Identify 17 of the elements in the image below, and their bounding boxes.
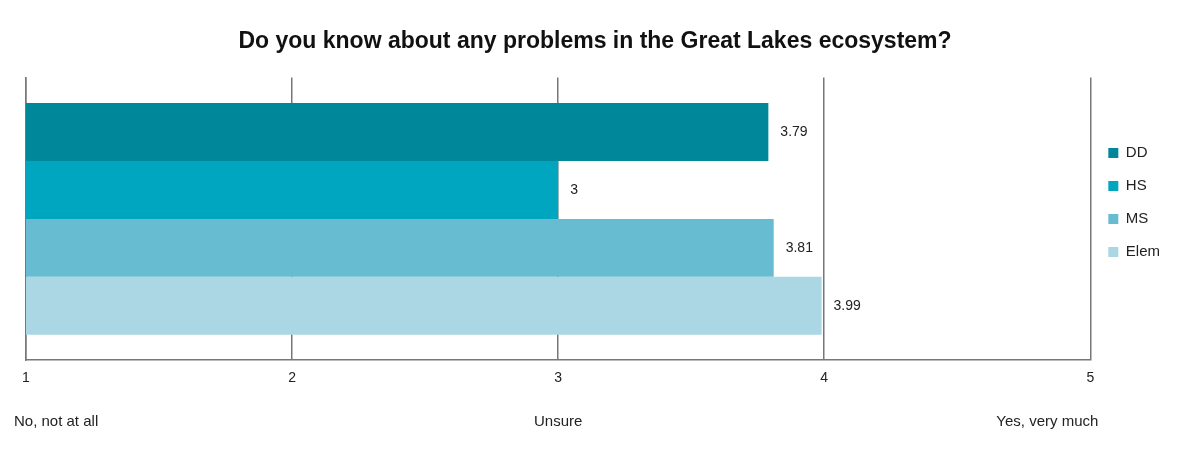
legend-label: MS (1125, 209, 1149, 227)
x-tick-label: 4 (820, 369, 829, 386)
data-label: 3.79 (780, 122, 808, 139)
text: No, not at all (14, 412, 99, 430)
chart-title: Do you know about any problems in the Great Lakes ecosystem? (238, 27, 952, 54)
legend-label: DD (1125, 143, 1148, 161)
legend-label: HS (1125, 176, 1147, 194)
text: Unsure (533, 412, 583, 430)
x-tick-label: 1 (22, 369, 31, 386)
x-tick-label: 5 (1086, 369, 1095, 386)
x-tick-label: 3 (554, 369, 563, 386)
data-label: 3.99 (833, 296, 862, 313)
x-tick-label: 2 (288, 369, 297, 386)
data-label: 3.81 (785, 238, 814, 255)
data-label: 3 (570, 180, 579, 197)
text: Yes, very much (996, 412, 1099, 430)
legend-label: Elem (1125, 242, 1161, 260)
